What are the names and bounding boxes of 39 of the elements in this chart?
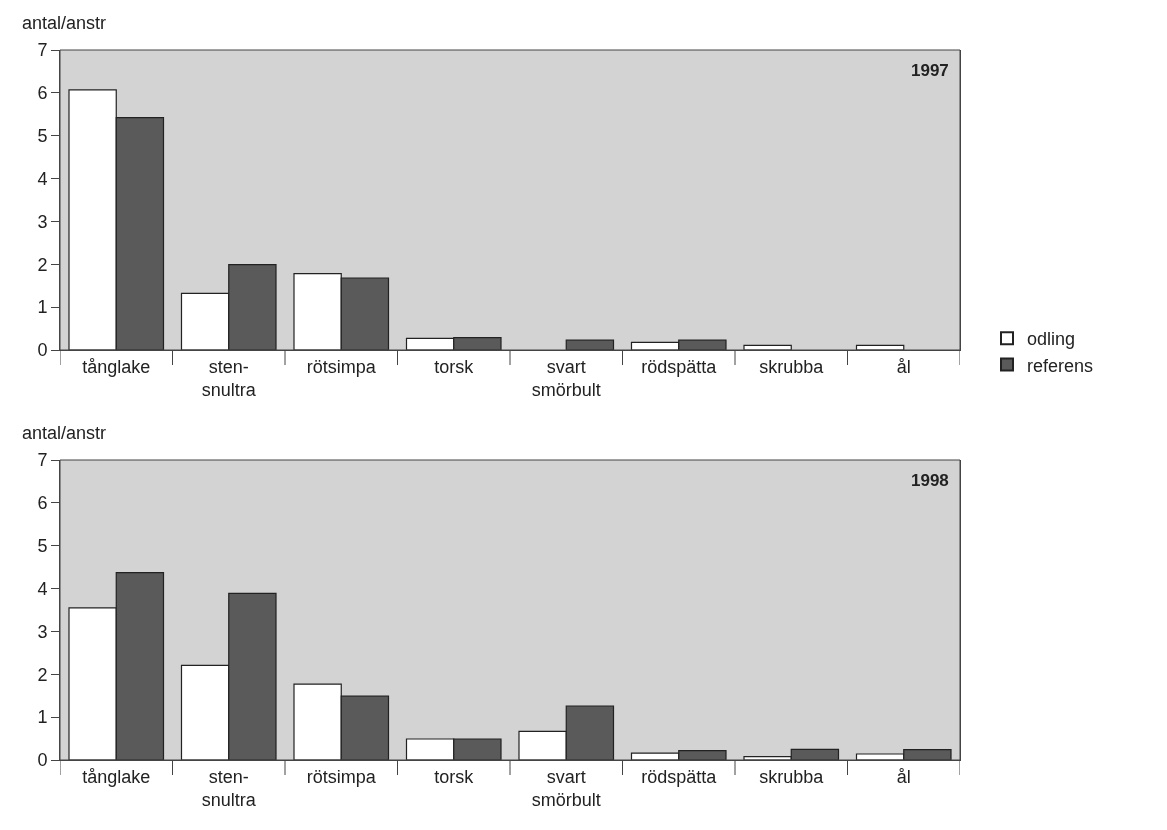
legend-label: referens [1027,355,1094,376]
y-tick-label: 5 [37,536,48,557]
y-tick-label: 0 [37,750,48,771]
y-tick-label: 2 [37,254,48,275]
y-tick-label: 4 [37,578,48,599]
y-tick-label: 5 [37,126,48,147]
legend-label: odling [1027,329,1076,350]
x-tick-label: ål [896,766,911,787]
bar [565,339,615,350]
x-tick-label: skrubba [759,356,825,377]
annotation: 1998 [911,471,949,490]
x-tick-label: rötsimpa [306,356,377,377]
y-tick-label: 1 [37,707,48,728]
x-tick-label: skrubba [759,766,825,787]
x-tick-label: torsk [434,766,475,787]
annotation: 1997 [911,61,949,80]
y-tick-label: 2 [37,664,48,685]
y-tick-label: 6 [37,493,48,514]
x-tick-label: rödspätta [641,356,718,377]
y-tick-label: 6 [37,83,48,104]
y-tick-label: 3 [37,211,48,232]
y-axis-title: antal/anstr [22,423,107,443]
y-tick-label: 0 [37,340,48,361]
x-tick-label: tånglake [82,356,151,377]
x-tick-label: rötsimpa [306,766,377,787]
y-tick-label: 3 [37,621,48,642]
x-tick-label: tånglake [82,766,151,787]
y-tick-label: 1 [37,297,48,318]
y-tick-label: 4 [37,168,48,189]
x-tick-label: rödspätta [641,766,718,787]
x-tick-label: sten- snultra [201,356,257,400]
x-tick-label: svart smörbult [531,766,601,810]
x-tick-label: torsk [434,356,475,377]
x-tick-label: svart smörbult [531,356,601,400]
y-tick-label: 7 [37,450,48,471]
y-tick-label: 7 [37,40,48,61]
x-tick-label: ål [896,356,911,377]
y-axis-title: antal/anstr [22,13,107,33]
x-tick-label: sten- snultra [201,766,257,810]
